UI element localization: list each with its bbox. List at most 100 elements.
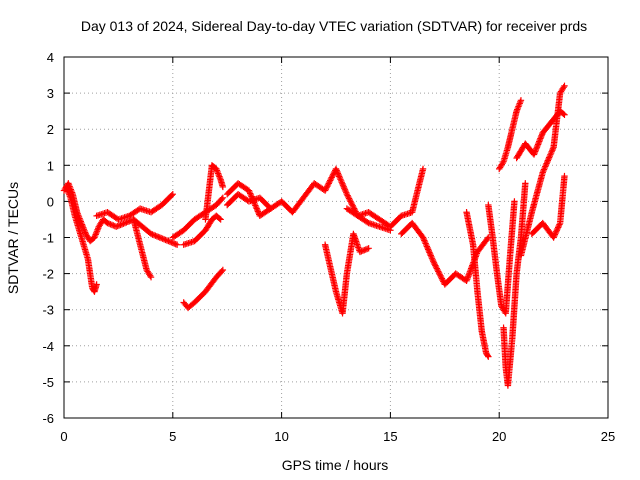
data-point <box>153 233 161 240</box>
data-point <box>327 175 335 183</box>
data-point <box>543 160 550 167</box>
series-t15 <box>485 198 518 317</box>
data-point <box>323 184 330 191</box>
data-point <box>435 268 442 275</box>
data-point <box>124 218 132 226</box>
data-point <box>431 261 438 268</box>
data-point <box>114 222 121 230</box>
data-point <box>108 221 116 229</box>
data-point <box>173 241 181 248</box>
data-point <box>433 265 441 272</box>
data-point <box>152 232 159 239</box>
tick-labels: 0 5 10 15 20 25 -6 -5 -4 -3 -2 -1 0 1 2 3 4 <box>42 50 615 444</box>
data-point <box>554 225 561 233</box>
data-point <box>425 247 432 255</box>
data-point <box>252 203 260 211</box>
data-point <box>334 168 341 176</box>
data-point <box>250 197 257 205</box>
data-point <box>115 222 123 229</box>
data-point <box>484 235 491 243</box>
data-point <box>555 222 563 230</box>
data-point <box>248 194 256 202</box>
data-point <box>341 186 349 193</box>
plot-frame <box>63 56 609 419</box>
data-point <box>419 165 427 173</box>
data-point <box>549 145 557 152</box>
data-point <box>553 228 560 235</box>
data-point <box>251 200 258 208</box>
data-point <box>156 234 163 241</box>
series-t1 <box>60 180 181 248</box>
y-tick-label: 1 <box>47 158 54 173</box>
data-point <box>422 240 429 247</box>
data-point <box>336 173 343 180</box>
data-point <box>426 250 434 258</box>
x-tick-label: 15 <box>383 429 397 444</box>
data-point <box>362 246 369 253</box>
x-axis-label: GPS time / hours <box>282 457 389 473</box>
x-tick-label: 20 <box>492 429 506 444</box>
data-point <box>168 192 175 199</box>
data-point <box>324 183 331 190</box>
data-point <box>517 97 525 104</box>
data-point <box>546 152 553 160</box>
data-point <box>423 241 430 249</box>
data-point <box>160 236 168 243</box>
data-point <box>550 234 557 241</box>
data-point <box>146 272 154 279</box>
data-point <box>340 183 347 190</box>
chart-title: Day 013 of 2024, Sidereal Day-to-day VTE… <box>81 18 587 34</box>
data-point <box>556 221 563 228</box>
series-t13 <box>398 219 492 288</box>
data-point <box>421 238 429 246</box>
data-point <box>342 188 349 195</box>
data-point <box>426 249 433 256</box>
data-point <box>339 180 346 187</box>
data-point <box>218 267 225 275</box>
data-point <box>560 84 567 91</box>
data-point <box>250 199 258 206</box>
series-t16 <box>496 97 525 173</box>
data-point <box>551 231 559 238</box>
data-point <box>326 177 334 184</box>
data-point <box>356 248 364 256</box>
data-point <box>419 234 427 241</box>
x-tick-label: 10 <box>274 429 288 444</box>
data-point <box>423 243 431 250</box>
data-point <box>549 147 556 154</box>
data-point <box>217 216 224 223</box>
y-tick-label: -4 <box>42 339 54 354</box>
data-point <box>252 202 259 209</box>
x-tick-label: 0 <box>60 429 67 444</box>
data-point <box>326 178 333 186</box>
data-point <box>155 233 162 241</box>
data-points <box>60 82 568 389</box>
series-t6 <box>180 212 224 248</box>
data-point <box>522 180 529 187</box>
data-point <box>547 149 555 157</box>
data-point <box>560 110 567 118</box>
data-point <box>542 163 549 170</box>
series-t4 <box>130 216 155 281</box>
data-point <box>150 231 158 239</box>
data-point <box>430 258 437 265</box>
data-point <box>343 190 351 198</box>
data-point <box>421 237 428 244</box>
y-tick-label: -5 <box>42 375 54 390</box>
data-point <box>344 192 351 199</box>
data-point <box>436 271 443 278</box>
data-point <box>430 259 438 266</box>
data-point <box>105 220 113 227</box>
data-point <box>361 246 368 254</box>
data-point <box>348 201 356 208</box>
series-t14 <box>463 209 492 360</box>
data-point <box>254 208 262 215</box>
x-tick-label: 5 <box>169 429 176 444</box>
data-point <box>104 219 111 227</box>
data-point <box>219 183 227 191</box>
data-point <box>541 164 548 172</box>
data-point <box>499 159 506 167</box>
series-t11 <box>321 230 372 317</box>
y-tick-label: 2 <box>47 122 54 137</box>
data-point <box>511 198 518 205</box>
